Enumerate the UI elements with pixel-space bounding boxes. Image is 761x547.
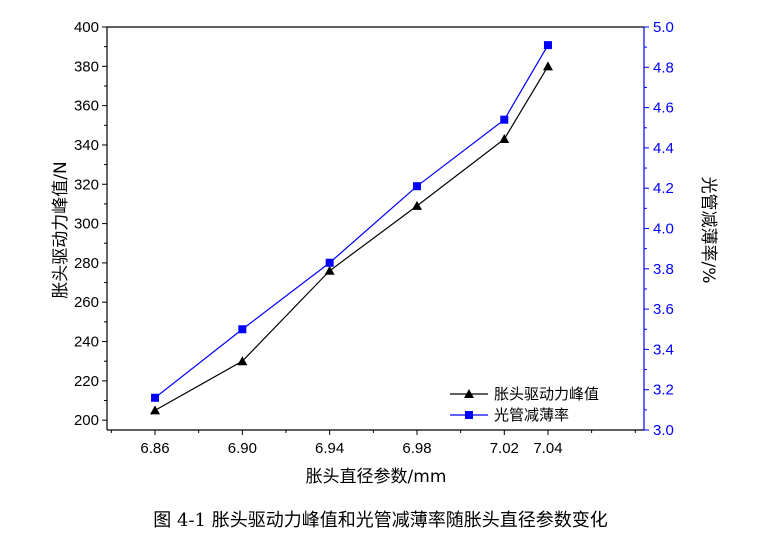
triangle-marker [150, 405, 161, 415]
left-tick-label: 220 [74, 373, 99, 390]
series-line-2 [154, 44, 549, 399]
legend-label: 光管减薄率 [494, 406, 569, 424]
legend-label: 胀头驱动力峰值 [494, 385, 599, 403]
right-tick-label: 5.0 [653, 19, 674, 36]
right-tick-label: 4.4 [653, 140, 674, 157]
square-marker [151, 393, 160, 402]
right-tick-label: 4.0 [653, 221, 674, 238]
left-tick-label: 240 [74, 334, 99, 351]
square-marker [543, 41, 552, 50]
triangle-marker [542, 61, 553, 71]
right-tick-label: 4.8 [653, 59, 674, 76]
left-tick-label: 200 [74, 412, 99, 429]
right-tick-label: 3.0 [653, 422, 674, 439]
series-line-1 [154, 66, 549, 411]
y-axis-label-left: 胀头驱动力峰值/N [51, 161, 71, 298]
series-layer [150, 41, 553, 415]
triangle-marker [411, 200, 422, 210]
left-tick-label: 360 [74, 98, 99, 115]
left-tick-label: 320 [74, 176, 99, 193]
square-marker [325, 258, 334, 267]
x-tick-label: 6.94 [315, 440, 344, 457]
legend-square-marker [465, 411, 473, 419]
x-tick-label: 7.02 [490, 440, 519, 457]
triangle-marker [324, 265, 335, 275]
right-tick-label: 3.8 [653, 261, 674, 278]
square-marker [500, 115, 509, 124]
right-y-axis: 3.0 3.2 3.4 3.6 3.8 4.0 4.2 4.4 4.6 4.8 5.0 [644, 19, 674, 439]
legend-triangle-marker [464, 389, 474, 398]
right-tick-label: 3.2 [653, 382, 674, 399]
x-tick-label: 6.86 [140, 440, 169, 457]
left-tick-label: 340 [74, 137, 99, 154]
x-tick-label: 6.90 [228, 440, 257, 457]
square-marker [412, 182, 421, 191]
triangle-marker [499, 134, 510, 144]
left-tick-label: 280 [74, 255, 99, 272]
x-tick-label: 7.04 [533, 440, 562, 457]
x-axis: 6.86 6.90 6.94 6.98 7.02 7.04 [110, 430, 636, 457]
x-axis-label: 胀头直径参数/mm [306, 467, 447, 487]
triangle-marker [237, 356, 248, 366]
left-tick-label: 260 [74, 294, 99, 311]
y-axis-label-right: 光管减薄率/% [698, 177, 718, 284]
left-y-axis: 200 220 240 260 280 300 320 340 360 380 400 [74, 19, 107, 429]
x-tick-label: 6.98 [402, 440, 431, 457]
right-tick-label: 3.6 [653, 301, 674, 318]
plot-frame [106, 26, 645, 431]
left-tick-label: 300 [74, 216, 99, 233]
right-tick-label: 3.4 [653, 341, 674, 358]
figure-caption: 图 4-1 胀头驱动力峰值和光管减薄率随胀头直径参数变化 [153, 510, 608, 531]
right-tick-label: 4.2 [653, 180, 674, 197]
square-marker [238, 325, 247, 334]
right-tick-label: 4.6 [653, 100, 674, 117]
chart: 200 220 240 260 280 300 320 340 360 380 400 3.0 3.2… [51, 19, 718, 487]
left-tick-label: 400 [74, 19, 99, 36]
left-tick-label: 380 [74, 58, 99, 75]
